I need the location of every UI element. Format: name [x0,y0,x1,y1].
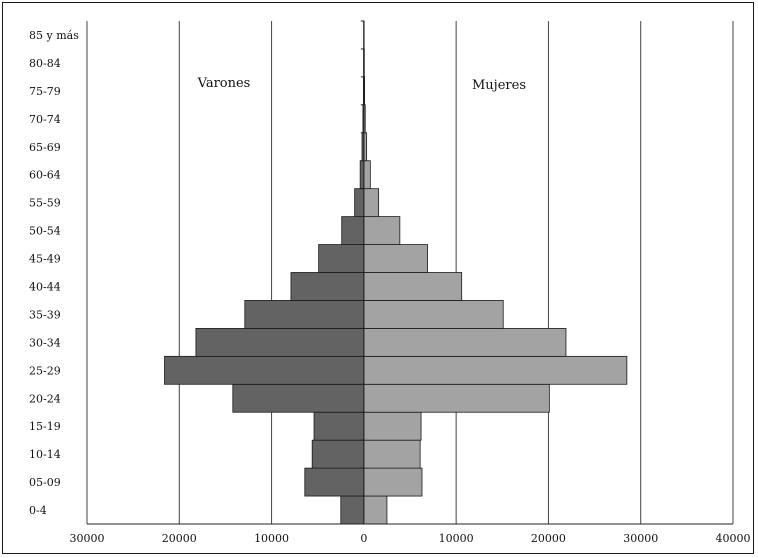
category-label: 50-54 [29,225,61,238]
bar-mujeres [363,188,380,218]
bar-mujeres [363,160,371,190]
grid-layer [86,21,734,524]
category-label: 20-24 [29,392,61,405]
category-label: 80-84 [29,57,61,70]
bar-mujeres [363,383,550,413]
category-label: 45-49 [29,253,61,266]
x-tick-label: 10000 [254,532,289,545]
category-label: 55-59 [29,197,61,210]
bar-varones [232,383,365,413]
bars-layer [164,20,628,525]
bar-varones [290,272,365,301]
bar-mujeres [363,300,504,329]
category-label: 35-39 [29,308,61,321]
x-tick-label: 20000 [531,532,566,545]
bar-varones [304,467,365,497]
x-tick-label: 20000 [162,532,197,545]
bar-varones [311,439,365,469]
bar-mujeres [363,495,388,525]
bar-varones [359,160,365,190]
category-label: 75-79 [29,85,61,98]
bar-mujeres [363,355,628,385]
population-pyramid-chart: 0-4 05-09 10-14 15-19 20-24 25-29 30-34 35-39 40… [29,20,751,545]
bar-varones [340,495,365,525]
series-label-varones: Varones [197,76,251,91]
bar-varones [318,244,365,273]
category-label: 40-44 [29,280,61,293]
x-tick-label: 30000 [623,532,658,545]
bar-varones [164,355,365,385]
x-tick-label: 30000 [70,532,105,545]
bar-varones [313,411,365,441]
series-label-mujeres: Mujeres [472,78,526,93]
category-label: 05-09 [29,476,61,489]
bar-mujeres [363,467,423,497]
category-label: 0-4 [29,504,47,517]
x-tick-label: 0 [360,532,367,545]
category-label: 70-74 [29,113,61,126]
category-label: 85 y más [29,29,79,42]
category-label: 10-14 [29,448,61,461]
bar-varones [195,327,365,357]
bar-mujeres [363,327,567,357]
bar-varones [354,188,365,218]
category-label: 30-34 [29,336,61,349]
category-label: 15-19 [29,420,61,433]
bar-mujeres [363,216,401,245]
bar-mujeres [363,244,428,273]
bar-varones [341,216,365,245]
bar-mujeres [363,272,463,301]
bar-varones [244,300,365,329]
x-tick-label: 40000 [716,532,751,545]
bar-mujeres [363,439,421,469]
axis-layer: 0-4 05-09 10-14 15-19 20-24 25-29 30-34 35-39 40… [29,20,751,545]
category-label: 60-64 [29,169,61,182]
category-label: 65-69 [29,141,61,154]
bar-mujeres [363,411,422,441]
x-tick-label: 10000 [439,532,474,545]
category-label: 25-29 [29,364,61,377]
